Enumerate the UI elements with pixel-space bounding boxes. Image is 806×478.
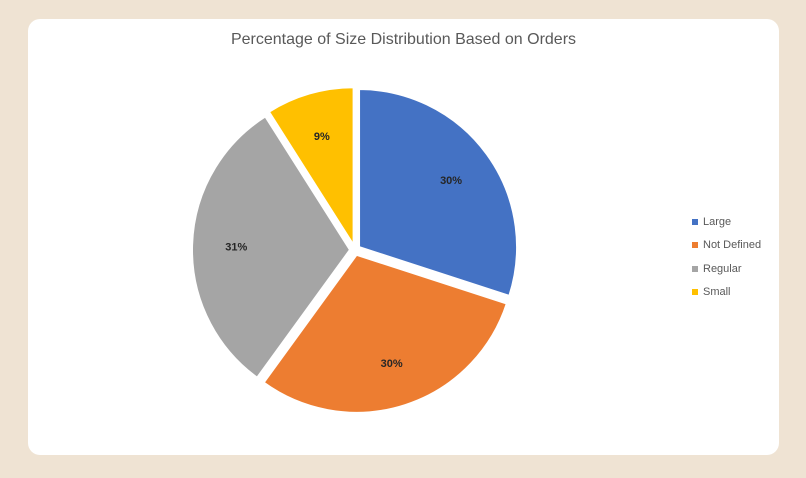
legend-item-regular: Regular [692,257,761,281]
legend: Large Not Defined Regular Small [692,210,761,304]
pie-slice-not-defined [262,253,509,414]
legend-label: Regular [703,262,742,275]
pie-chart: 30% 30% 31% 9% [191,86,519,414]
pie-slice-regular [191,115,352,380]
legend-swatch [692,242,698,249]
data-label-large: 30% [440,175,462,187]
legend-label: Not Defined [703,239,762,252]
legend-label: Small [703,286,731,299]
pie-slice-large [358,88,519,298]
legend-label: Large [703,215,732,228]
legend-item-small: Small [692,281,761,305]
legend-swatch [692,289,698,296]
data-label-small: 9% [314,131,330,143]
legend-swatch [692,218,698,225]
chart-card: Percentage of Size Distribution Based on… [28,19,779,455]
data-label-not-defined: 30% [381,358,403,370]
legend-item-large: Large [692,210,761,234]
chart-title: Percentage of Size Distribution Based on… [230,31,577,48]
legend-item-not-defined: Not Defined [692,234,761,258]
data-label-regular: 31% [225,241,247,253]
legend-swatch [692,265,698,272]
pie-slice-small [267,86,355,249]
